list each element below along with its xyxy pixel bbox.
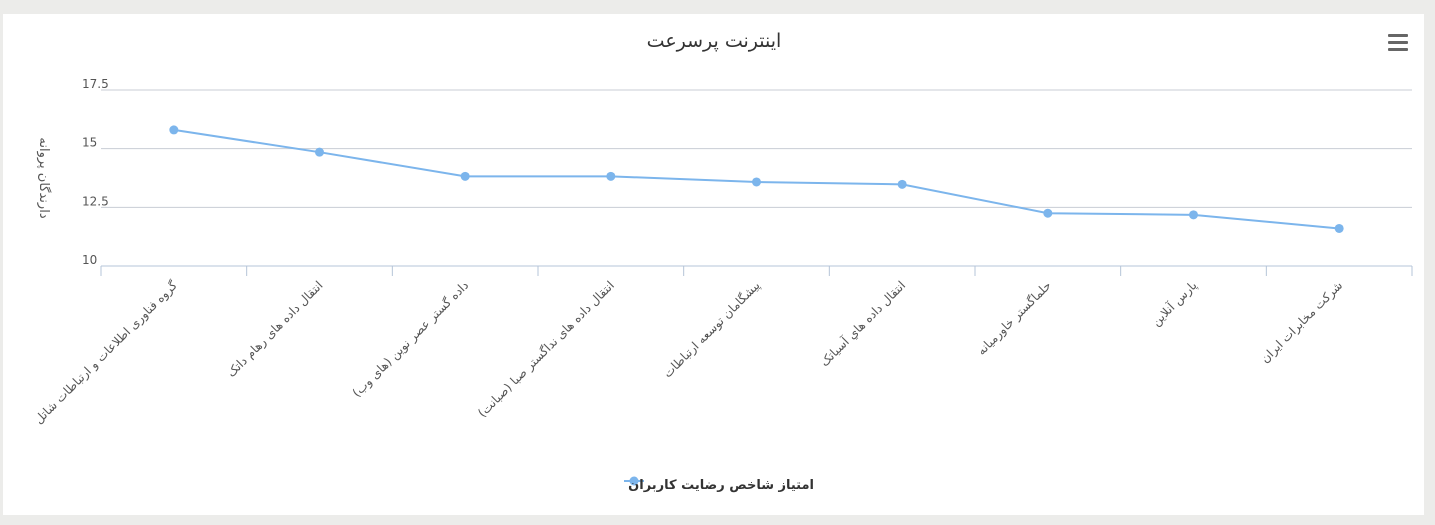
- x-category-label: گروه فناوری اطلاعات و ارتباطات شاتل: [32, 278, 181, 427]
- x-category-label: انتقال داده های رهام داتک: [224, 278, 326, 380]
- data-point[interactable]: [1334, 223, 1344, 233]
- chart-title: اینترنت پرسرعت: [647, 30, 782, 52]
- x-category-label: پیشگامان توسعه ارتباطات: [660, 278, 763, 381]
- x-axis-labels: گروه فناوری اطلاعات و ارتباطات شاتل انتقا…: [32, 278, 1346, 428]
- legend-symbol-marker: [629, 476, 639, 486]
- data-point[interactable]: [1189, 210, 1198, 220]
- x-category-label: حلماگستر خاورمیانه: [974, 278, 1054, 358]
- data-point[interactable]: [460, 171, 470, 181]
- y-axis-ticks: 10 12.5 15 17.5: [82, 77, 109, 267]
- y-tick-label: 15: [82, 136, 97, 150]
- data-point[interactable]: [897, 179, 907, 189]
- menu-bar: [1388, 48, 1408, 51]
- hamburger-menu-icon[interactable]: [1386, 32, 1410, 54]
- x-category-label: داده گستر عصر نوین (های وب): [350, 278, 472, 400]
- y-axis-title: دارندگان پروانه: [36, 137, 52, 218]
- x-category-label: انتقال داده های نداگستر صبا (صبانت): [475, 278, 618, 421]
- data-point[interactable]: [752, 177, 761, 187]
- x-axis: [100, 265, 1413, 276]
- y-tick-label: 12.5: [82, 194, 109, 208]
- legend-label[interactable]: امتیاز شاخص رضایت کاربران: [628, 478, 814, 493]
- data-point[interactable]: [315, 147, 324, 157]
- chart-card: [3, 14, 1424, 515]
- data-point[interactable]: [1043, 208, 1053, 218]
- legend[interactable]: امتیاز شاخص رضایت کاربران: [624, 476, 814, 494]
- x-category-label: پارس آنلاین: [1148, 278, 1200, 330]
- data-point[interactable]: [606, 171, 616, 181]
- menu-bar: [1388, 34, 1408, 37]
- x-category-label: شرکت مخابرات ایران: [1258, 278, 1346, 366]
- series-group: [169, 125, 1344, 233]
- y-tick-label: 10: [82, 253, 97, 267]
- menu-bar: [1388, 41, 1408, 44]
- x-category-label: انتقال داده هاي آسياتک: [817, 278, 909, 370]
- y-tick-label: 17.5: [82, 77, 109, 91]
- data-point[interactable]: [169, 125, 179, 135]
